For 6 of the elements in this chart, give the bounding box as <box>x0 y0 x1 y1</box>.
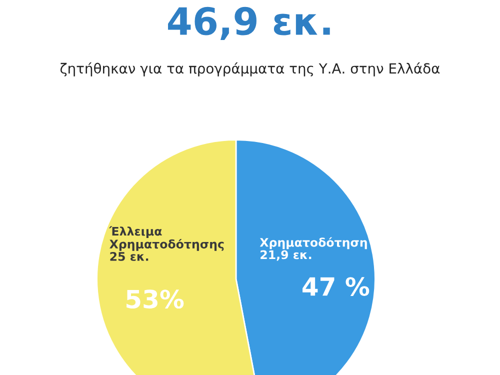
slice-label: Χρηματοδότηση 21,9 εκ. <box>260 237 367 261</box>
data-label: 53% <box>126 290 184 309</box>
chart-subtitle: ζητήθηκαν για τα προγράμματα της Υ.Α. στην Ελλάδα <box>60 62 440 76</box>
chart-title: 46,9 εκ. <box>168 6 330 40</box>
data-label: 47 % <box>302 277 370 296</box>
slice-label: Έλλειμα Χρηματοδότησης 25 εκ. <box>109 226 224 261</box>
